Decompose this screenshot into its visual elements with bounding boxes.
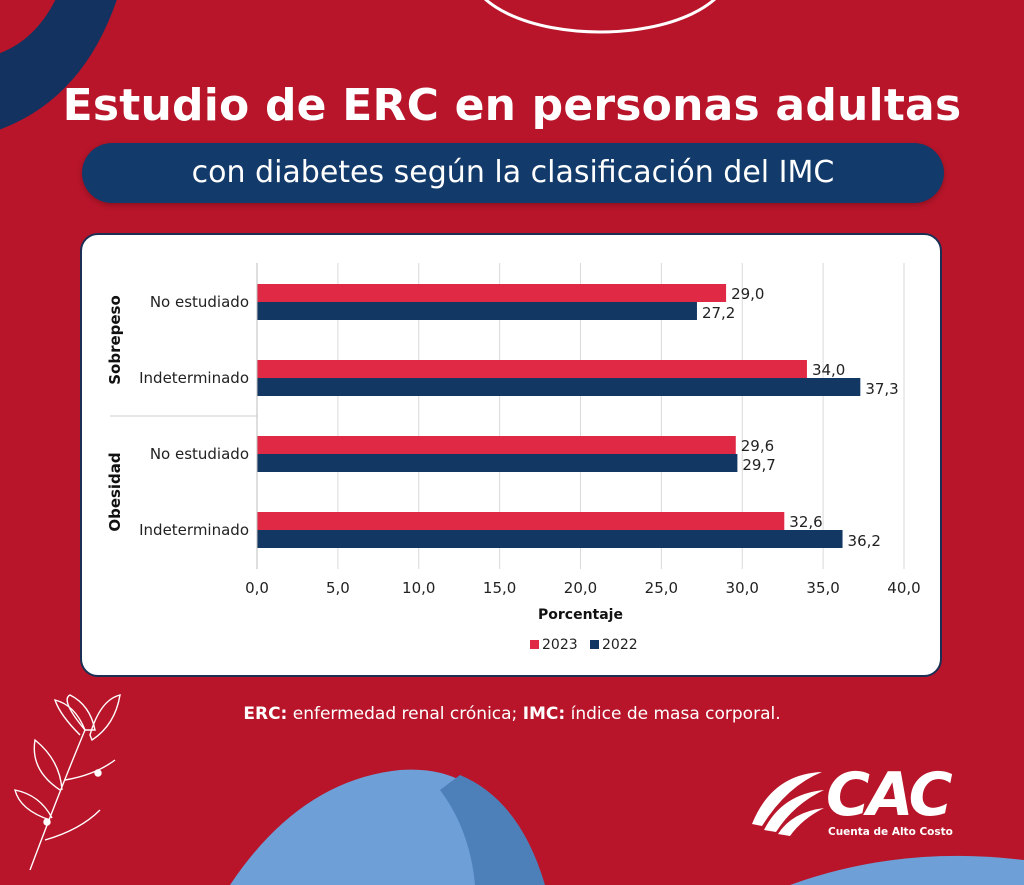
legend-label-2023: 2023 [542,637,578,653]
group-label: Sobrepeso [106,295,124,385]
logo-letters: CAC [826,760,953,830]
category-label: No estudiado [150,445,249,463]
data-label-2023: 32,6 [789,513,822,531]
data-label-2022: 27,2 [702,304,735,322]
bar-2023 [257,436,736,454]
bar-2023 [257,512,785,530]
data-label-2022: 36,2 [848,532,881,550]
footnote: ERC: enfermedad renal crónica; IMC: índi… [0,704,1024,724]
x-tick-label: 25,0 [645,579,678,597]
category-label: Indeterminado [139,521,249,539]
logo-tagline: Cuenta de Alto Costo [828,826,953,838]
x-tick-label: 10,0 [402,579,435,597]
top-center-ring [484,0,716,34]
data-label-2023: 29,6 [741,437,774,455]
top-left-arc [0,0,117,130]
bar-chart: 0,0 5,0 10,0 15,0 20,0 25,0 30,0 35,0 40,0 Porcen… [106,263,921,653]
bar-2023 [257,284,727,302]
cac-logo: CAC Cuenta de Alto Costo [742,760,953,850]
bar-2022 [257,378,861,396]
category-label: No estudiado [150,293,249,311]
ribbon-fold [440,775,545,885]
x-tick-label: 5,0 [326,579,350,597]
x-tick-label: 15,0 [483,579,516,597]
footnote-erc-abbr: ERC: [243,704,288,724]
x-tick-label: 30,0 [726,579,759,597]
page-subtitle: con diabetes según la clasificación del … [191,155,835,190]
data-label-2023: 29,0 [731,285,764,303]
x-tick-label: 40,0 [887,579,920,597]
footnote-imc-def: índice de masa corporal. [565,704,781,724]
x-tick-label: 20,0 [564,579,597,597]
bottom-right-arc [790,855,1024,885]
data-label-2022: 29,7 [742,456,775,474]
logo-swoosh-icon [752,772,824,836]
page-title: Estudio de ERC en personas adultas [62,80,962,131]
data-label-2023: 34,0 [812,361,845,379]
legend-swatch-2022 [590,640,599,649]
bar-2022 [257,530,843,548]
bar-2023 [257,360,807,378]
subtitle-banner: con diabetes según la clasificación del … [82,143,944,203]
x-axis-label: Porcentaje [538,607,623,623]
category-label: Indeterminado [139,369,249,387]
legend-swatch-2023 [530,640,539,649]
footnote-erc-def: enfermedad renal crónica; [287,704,523,724]
x-tick-label: 35,0 [806,579,839,597]
flower-illustration [14,694,121,871]
group-label: Obesidad [106,452,124,531]
footnote-imc-abbr: IMC: [522,704,566,724]
data-label-2022: 37,3 [865,380,898,398]
legend-label-2022: 2022 [602,637,638,653]
bar-2022 [257,302,697,320]
chart-card: 0,0 5,0 10,0 15,0 20,0 25,0 30,0 35,0 40,0 Porcen… [80,233,942,677]
x-tick-label: 0,0 [245,579,269,597]
bar-2022 [257,454,738,472]
